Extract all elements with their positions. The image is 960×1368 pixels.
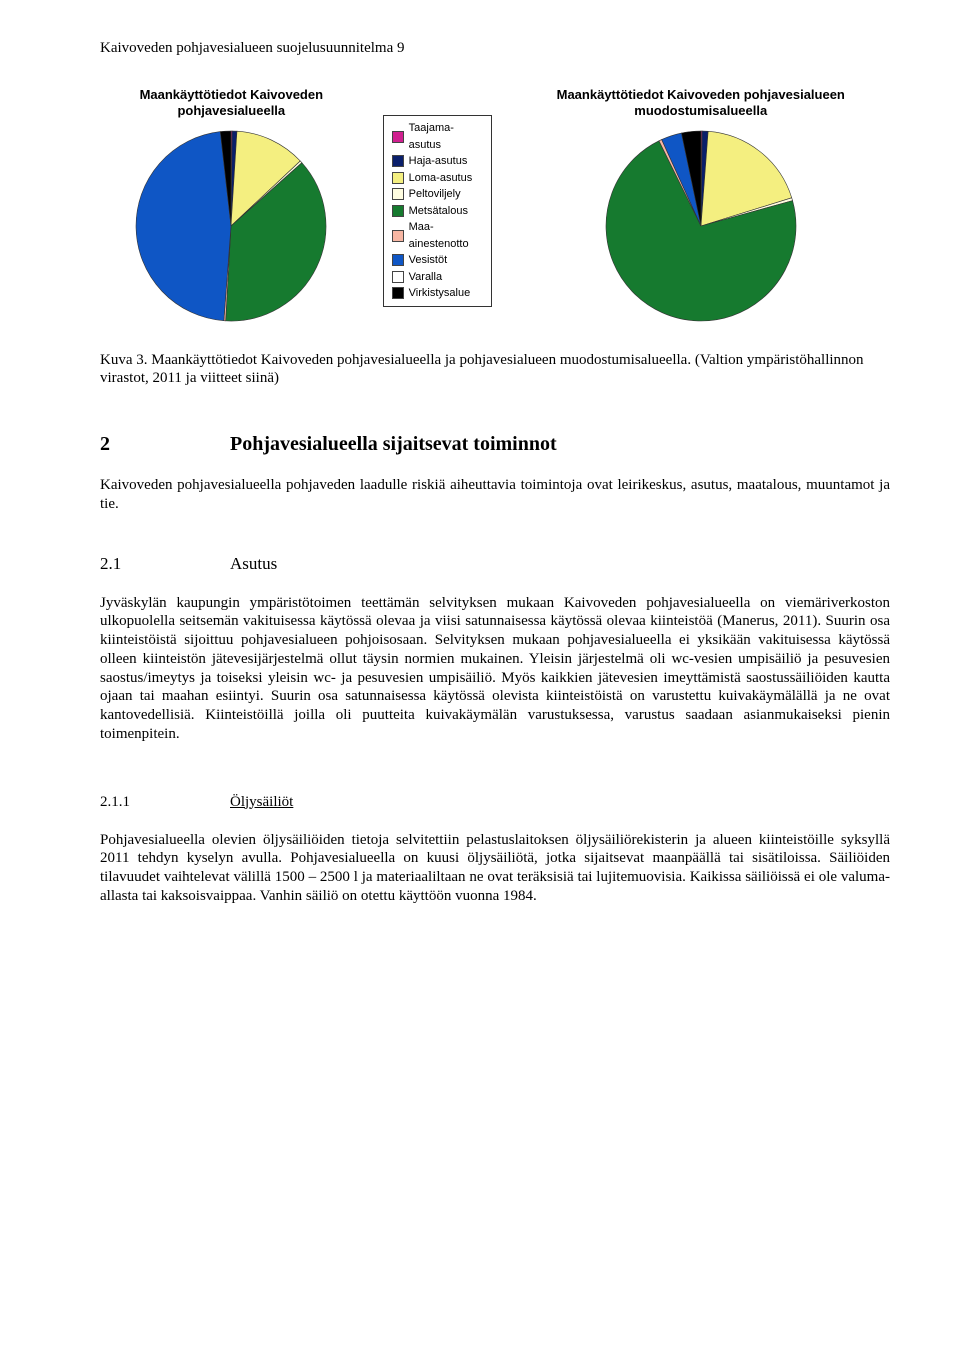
legend-swatch	[392, 230, 404, 242]
legend-label: Varalla	[409, 269, 442, 286]
legend-label: Metsätalous	[409, 203, 468, 220]
chart2-pie	[596, 126, 806, 326]
pie-slice	[136, 131, 231, 320]
legend-item: Metsätalous	[392, 203, 483, 220]
section-2-1-title: Asutus	[230, 554, 277, 574]
legend-item: Haja-asutus	[392, 153, 483, 170]
section-2-title: Pohjavesialueella sijaitsevat toiminnot	[230, 433, 557, 456]
legend-label: Maa-ainestenotto	[409, 219, 483, 252]
legend-swatch	[392, 271, 404, 283]
legend-swatch	[392, 155, 404, 167]
legend-label: Peltoviljely	[409, 186, 461, 203]
section-2-1-heading: 2.1 Asutus	[100, 554, 890, 574]
section-2-1-1-body: Pohjavesialueella olevien öljysäiliöiden…	[100, 831, 890, 906]
legend-swatch	[392, 254, 404, 266]
legend-item: Loma-asutus	[392, 170, 483, 187]
legend-label: Virkistysalue	[409, 285, 471, 302]
chart2-title: Maankäyttötiedot Kaivoveden pohjavesialu…	[512, 87, 890, 120]
section-2-1-body: Jyväskylän kaupungin ympäristötoimen tee…	[100, 594, 890, 744]
legend-box: Taajama-asutusHaja-asutusLoma-asutusPelt…	[383, 115, 492, 307]
legend-swatch	[392, 205, 404, 217]
chart1-pie	[126, 126, 336, 326]
legend-label: Loma-asutus	[409, 170, 473, 187]
section-2-body: Kaivoveden pohjavesialueella pohjaveden …	[100, 476, 890, 514]
legend-item: Maa-ainestenotto	[392, 219, 483, 252]
legend-item: Taajama-asutus	[392, 120, 483, 153]
chart1-column: Maankäyttötiedot Kaivoveden pohjavesialu…	[100, 87, 363, 326]
legend-item: Peltoviljely	[392, 186, 483, 203]
legend-item: Varalla	[392, 269, 483, 286]
legend-item: Virkistysalue	[392, 285, 483, 302]
chart1-title: Maankäyttötiedot Kaivoveden pohjavesialu…	[100, 87, 363, 120]
legend-swatch	[392, 172, 404, 184]
legend-swatch	[392, 131, 404, 143]
section-2-1-1-title: Öljysäiliöt	[230, 794, 293, 811]
legend-label: Vesistöt	[409, 252, 448, 269]
section-2-num: 2	[100, 433, 230, 456]
legend-item: Vesistöt	[392, 252, 483, 269]
section-2-1-num: 2.1	[100, 554, 230, 574]
section-2-heading: 2 Pohjavesialueella sijaitsevat toiminno…	[100, 433, 890, 456]
figure-caption: Kuva 3. Maankäyttötiedot Kaivoveden pohj…	[100, 351, 890, 389]
legend-label: Taajama-asutus	[409, 120, 483, 153]
section-2-1-1-heading: 2.1.1 Öljysäiliöt	[100, 794, 890, 811]
chart2-column: Maankäyttötiedot Kaivoveden pohjavesialu…	[512, 87, 890, 326]
legend-label: Haja-asutus	[409, 153, 468, 170]
legend-swatch	[392, 287, 404, 299]
charts-row: Maankäyttötiedot Kaivoveden pohjavesialu…	[100, 87, 890, 326]
legend-swatch	[392, 188, 404, 200]
page-header: Kaivoveden pohjavesialueen suojelusuunni…	[100, 40, 890, 57]
section-2-1-1-num: 2.1.1	[100, 794, 230, 811]
